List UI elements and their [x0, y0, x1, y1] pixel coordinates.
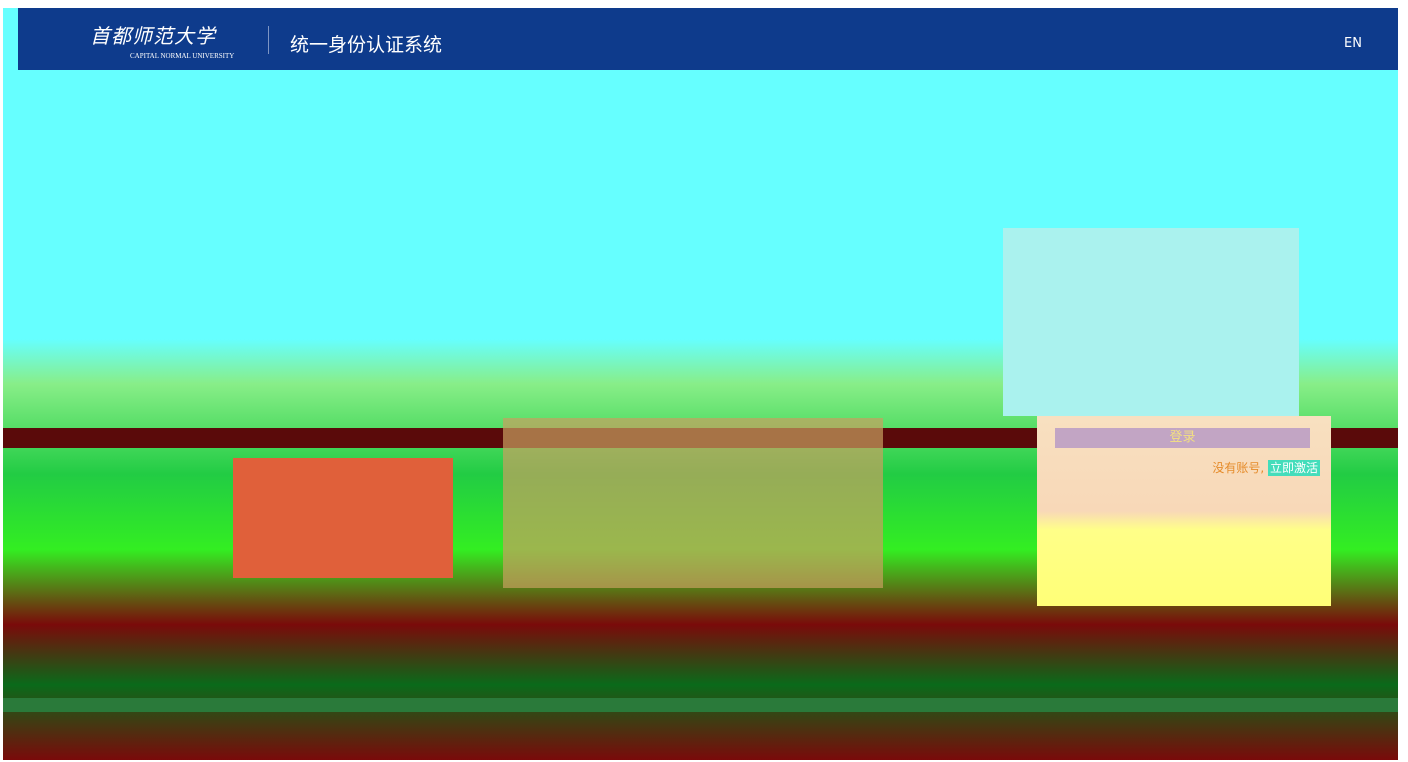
divider [268, 26, 269, 54]
header: 首都师范大学 CAPITAL NORMAL UNIVERSITY 统一身份认证系… [18, 8, 1398, 70]
no-account-text: 没有账号, [1212, 461, 1265, 475]
language-switch[interactable]: EN [1344, 36, 1362, 51]
register-row: 没有账号, 立即激活 [1212, 459, 1320, 476]
image-band [3, 698, 1398, 712]
system-title: 统一身份认证系统 [290, 34, 443, 56]
logo-text: 首都师范大学 [90, 24, 216, 48]
image-building [503, 418, 883, 588]
logo[interactable]: 首都师范大学 CAPITAL NORMAL UNIVERSITY [90, 20, 234, 60]
activate-link[interactable]: 立即激活 [1267, 460, 1320, 476]
image-building [233, 458, 453, 578]
login-panel [1003, 228, 1299, 416]
login-button[interactable]: 登录 [1055, 428, 1310, 448]
logo-subtext: CAPITAL NORMAL UNIVERSITY [130, 52, 235, 60]
